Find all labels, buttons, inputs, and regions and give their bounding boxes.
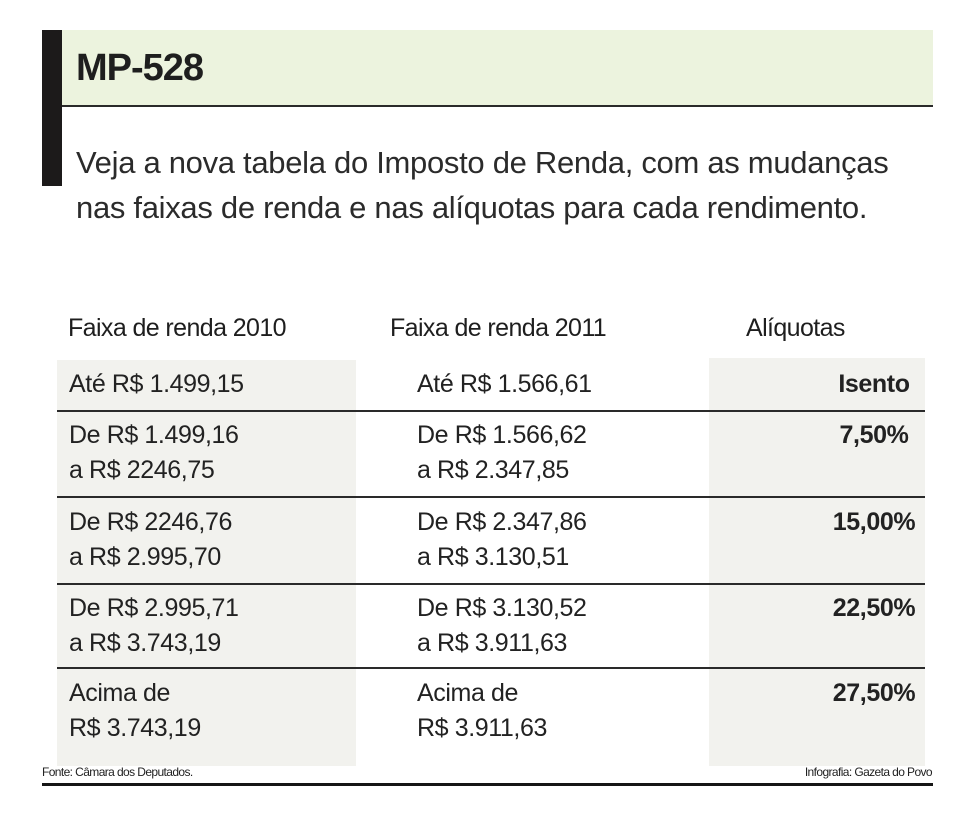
cell-2011: De R$ 3.130,52 a R$ 3.911,63 [417,594,587,657]
cell-2010: Acima de R$ 3.743,19 [69,679,201,742]
accent-bar [42,30,62,186]
table-row: Até R$ 1.499,15 Até R$ 1.566,61 Isento [57,367,925,411]
column-header-2011: Faixa de renda 2011 [390,314,607,342]
row-divider [57,667,925,669]
cell-2010: De R$ 1.499,16 a R$ 2246,75 [69,421,239,484]
row-divider [57,583,925,585]
cell-2011: Acima de R$ 3.911,63 [417,679,547,742]
cell-2010: Até R$ 1.499,15 [69,370,244,398]
row-divider [57,410,925,412]
cell-aliquota: 27,50% [832,679,916,707]
cell-2010: De R$ 2246,76 a R$ 2.995,70 [69,508,232,571]
header-band: MP-528 [62,30,933,107]
cell-2011: Até R$ 1.566,61 [417,370,592,398]
cell-2010: De R$ 2.995,71 a R$ 3.743,19 [69,594,239,657]
credit-note: Infografia: Gazeta do Povo [804,765,933,779]
column-header-2010: Faixa de renda 2010 [68,314,287,342]
cell-aliquota: 15,00% [832,508,916,536]
column-header-aliquotas: Alíquotas [746,314,845,342]
cell-aliquota: Isento [838,370,910,398]
table-row: De R$ 2246,76 a R$ 2.995,70 De R$ 2.347,8… [57,505,925,583]
table-row: De R$ 1.499,16 a R$ 2246,75 De R$ 1.566,6… [57,418,925,496]
table-row: Acima de R$ 3.743,19 Acima de R$ 3.911,63 … [57,676,925,766]
intro-text: Veja a nova tabela do Imposto de Renda, … [76,145,889,225]
column-shade-aliquotas [709,358,925,766]
cell-2011: De R$ 1.566,62 a R$ 2.347,85 [417,421,587,484]
page-title: MP-528 [76,47,204,89]
cell-aliquota: 7,50% [839,421,909,449]
source-note: Fonte: Câmara dos Deputados. [42,765,193,779]
column-shade-2010 [57,360,356,766]
table-row: De R$ 2.995,71 a R$ 3.743,19 De R$ 3.130,… [57,591,925,669]
row-divider [57,496,925,498]
cell-2011: De R$ 2.347,86 a R$ 3.130,51 [417,508,587,571]
cell-aliquota: 22,50% [832,594,916,622]
footer-rule [42,783,933,786]
